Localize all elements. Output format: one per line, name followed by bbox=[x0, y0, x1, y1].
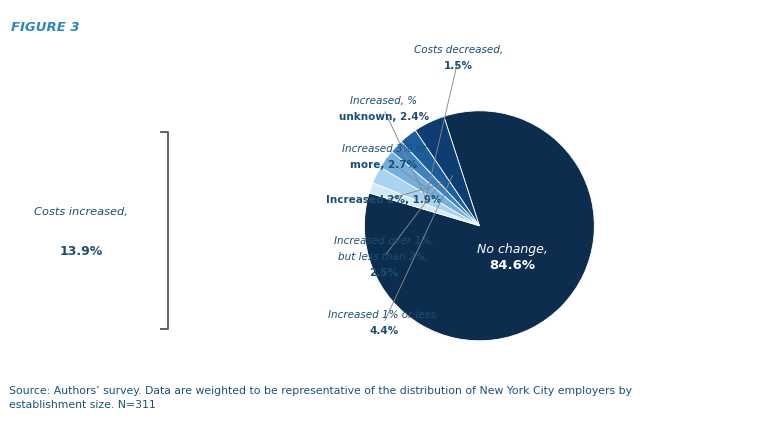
Text: Source: Authors’ survey. Data are weighted to be representative of the distribut: Source: Authors’ survey. Data are weight… bbox=[9, 386, 632, 410]
Text: Increased, %: Increased, % bbox=[351, 96, 417, 106]
Wedge shape bbox=[380, 151, 479, 226]
Wedge shape bbox=[373, 167, 479, 226]
Text: Change in costs due to paid sick leave law,  New York City, 2015: Change in costs due to paid sick leave l… bbox=[6, 48, 486, 61]
Wedge shape bbox=[364, 111, 594, 341]
Text: unknown, 2.4%: unknown, 2.4% bbox=[339, 112, 429, 122]
Text: Increased 2%, 1.9%: Increased 2%, 1.9% bbox=[326, 195, 442, 205]
Wedge shape bbox=[416, 117, 479, 226]
Wedge shape bbox=[392, 142, 479, 226]
Text: but less than 2%,: but less than 2%, bbox=[338, 252, 429, 262]
Text: Increased over 1%,: Increased over 1%, bbox=[334, 236, 434, 246]
Text: 1.5%: 1.5% bbox=[444, 61, 473, 71]
Text: Costs increased,: Costs increased, bbox=[34, 207, 128, 218]
Text: more, 2.7%: more, 2.7% bbox=[351, 160, 417, 170]
Text: 2.5%: 2.5% bbox=[369, 268, 398, 278]
Text: FIGURE 3: FIGURE 3 bbox=[12, 21, 80, 34]
Text: 4.4%: 4.4% bbox=[369, 326, 398, 336]
Text: Costs decreased,: Costs decreased, bbox=[414, 45, 503, 56]
Text: No change,: No change, bbox=[477, 243, 548, 257]
Text: 13.9%: 13.9% bbox=[59, 245, 103, 258]
Text: Increased 3% or: Increased 3% or bbox=[341, 144, 426, 154]
Wedge shape bbox=[401, 130, 479, 226]
Text: Increased 1% or less,: Increased 1% or less, bbox=[328, 310, 439, 320]
Wedge shape bbox=[369, 183, 479, 226]
Text: 84.6%: 84.6% bbox=[489, 259, 535, 273]
